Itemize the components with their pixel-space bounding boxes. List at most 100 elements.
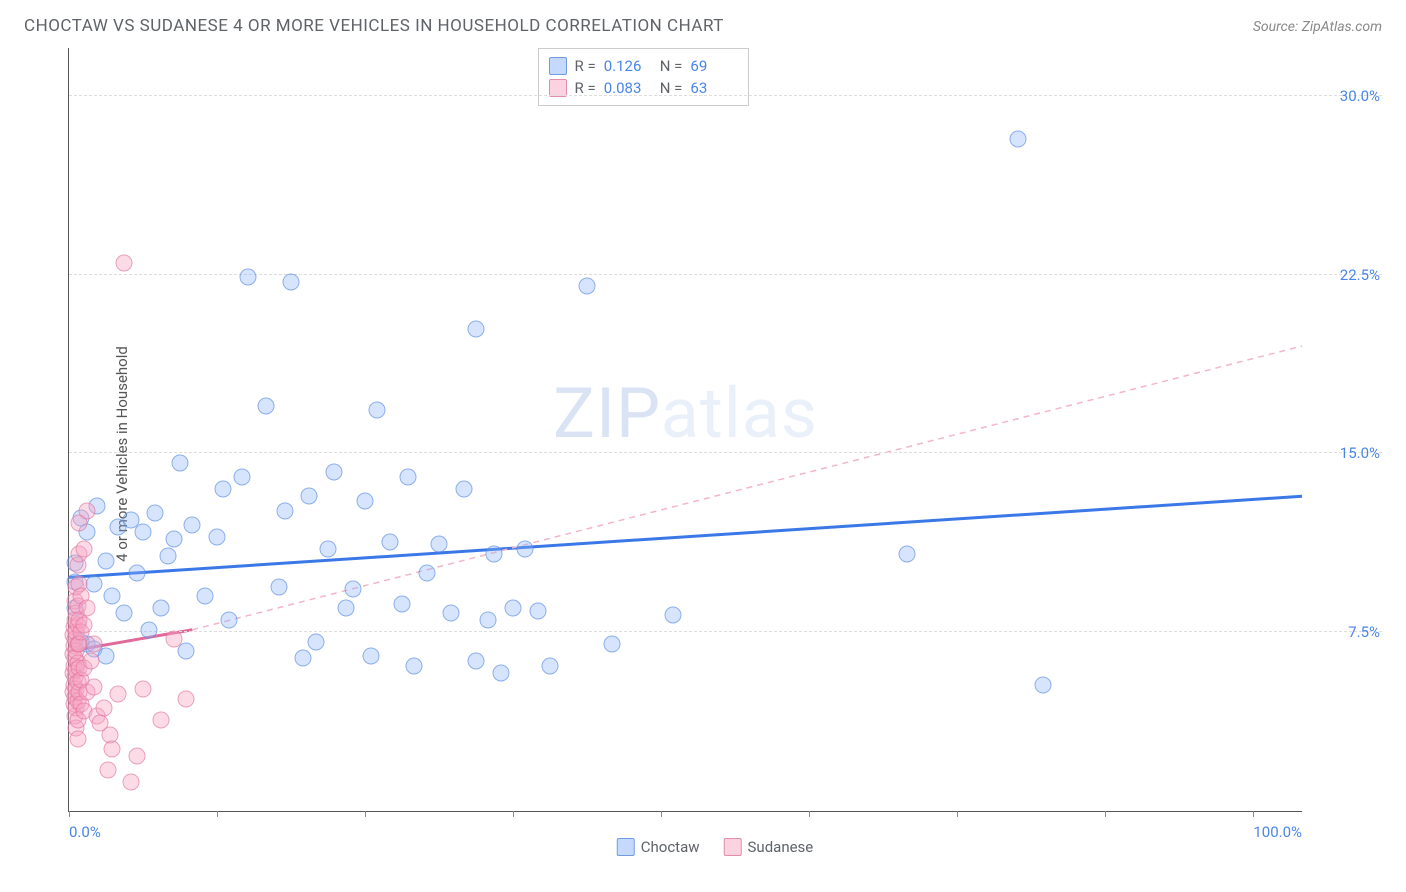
- scatter-point: [344, 581, 361, 598]
- scatter-point: [430, 535, 447, 552]
- scatter-point: [171, 454, 188, 471]
- scatter-point: [356, 493, 373, 510]
- scatter-point: [1010, 130, 1027, 147]
- stats-r-choctaw: 0.126: [604, 57, 652, 75]
- scatter-point: [122, 774, 139, 791]
- scatter-point: [233, 469, 250, 486]
- stats-n-choctaw: 69: [690, 57, 738, 75]
- scatter-point: [178, 690, 195, 707]
- scatter-point: [467, 652, 484, 669]
- gridline: [69, 631, 1382, 632]
- y-tick-label: 22.5%: [1340, 266, 1380, 284]
- scatter-point: [178, 643, 195, 660]
- scatter-point: [79, 502, 96, 519]
- scatter-point: [75, 617, 92, 634]
- scatter-point: [97, 552, 114, 569]
- scatter-point: [184, 516, 201, 533]
- scatter-point: [529, 602, 546, 619]
- scatter-point: [486, 545, 503, 562]
- scatter-point: [79, 600, 96, 617]
- scatter-point: [319, 540, 336, 557]
- scatter-point: [467, 321, 484, 338]
- x-tick: [809, 811, 810, 817]
- scatter-point: [369, 402, 386, 419]
- scatter-point: [134, 681, 151, 698]
- scatter-point: [301, 488, 318, 505]
- x-tick-label: 100.0%: [1253, 823, 1302, 841]
- trendlines: [69, 48, 1302, 811]
- gridline: [69, 452, 1382, 453]
- scatter-point: [69, 731, 86, 748]
- scatter-point: [134, 524, 151, 541]
- x-tick: [217, 811, 218, 817]
- chart-container: 4 or more Vehicles in Household ZIPatlas…: [48, 48, 1382, 860]
- watermark: ZIPatlas: [553, 373, 818, 455]
- scatter-point: [270, 578, 287, 595]
- scatter-point: [381, 533, 398, 550]
- scatter-point: [97, 648, 114, 665]
- scatter-point: [104, 741, 121, 758]
- scatter-point: [85, 636, 102, 653]
- stats-n-label: N =: [660, 57, 683, 75]
- x-tick: [1105, 811, 1106, 817]
- x-tick: [69, 811, 70, 817]
- y-tick-label: 7.5%: [1348, 623, 1380, 641]
- scatter-point: [147, 504, 164, 521]
- scatter-point: [104, 588, 121, 605]
- scatter-point: [153, 600, 170, 617]
- y-tick-label: 15.0%: [1340, 444, 1380, 462]
- scatter-point: [418, 564, 435, 581]
- scatter-point: [517, 540, 534, 557]
- scatter-point: [363, 648, 380, 665]
- scatter-point: [128, 564, 145, 581]
- scatter-point: [665, 607, 682, 624]
- scatter-point: [239, 268, 256, 285]
- scatter-point: [153, 712, 170, 729]
- scatter-point: [480, 612, 497, 629]
- stats-swatch-choctaw: [549, 57, 567, 75]
- scatter-point: [95, 700, 112, 717]
- scatter-point: [282, 273, 299, 290]
- scatter-point: [165, 631, 182, 648]
- scatter-point: [326, 464, 343, 481]
- scatter-point: [504, 600, 521, 617]
- x-tick: [365, 811, 366, 817]
- scatter-point: [116, 254, 133, 271]
- scatter-point: [1035, 676, 1052, 693]
- scatter-point: [603, 636, 620, 653]
- scatter-point: [128, 748, 145, 765]
- x-tick-label: 0.0%: [69, 823, 101, 841]
- scatter-point: [159, 547, 176, 564]
- gridline: [69, 95, 1382, 96]
- scatter-point: [276, 502, 293, 519]
- y-tick-label: 30.0%: [1340, 87, 1380, 105]
- scatter-point: [492, 664, 509, 681]
- scatter-point: [110, 686, 127, 703]
- scatter-point: [899, 545, 916, 562]
- gridline: [69, 274, 1382, 275]
- scatter-point: [85, 679, 102, 696]
- scatter-point: [165, 531, 182, 548]
- scatter-point: [400, 469, 417, 486]
- scatter-point: [221, 612, 238, 629]
- scatter-point: [75, 540, 92, 557]
- scatter-point: [338, 600, 355, 617]
- legend: Choctaw Sudanese: [617, 838, 814, 856]
- scatter-point: [295, 650, 312, 667]
- chart-title: CHOCTAW VS SUDANESE 4 OR MORE VEHICLES I…: [24, 16, 724, 36]
- scatter-point: [116, 605, 133, 622]
- scatter-point: [541, 657, 558, 674]
- scatter-point: [443, 605, 460, 622]
- scatter-point: [393, 595, 410, 612]
- x-tick: [513, 811, 514, 817]
- scatter-point: [215, 481, 232, 498]
- stats-r-label: R =: [575, 57, 596, 75]
- legend-swatch-choctaw: [617, 838, 635, 856]
- scatter-point: [258, 397, 275, 414]
- legend-label-sudanese: Sudanese: [748, 838, 814, 856]
- scatter-point: [455, 481, 472, 498]
- legend-label-choctaw: Choctaw: [641, 838, 700, 856]
- x-tick: [661, 811, 662, 817]
- trend-line: [69, 496, 1302, 577]
- scatter-point: [208, 528, 225, 545]
